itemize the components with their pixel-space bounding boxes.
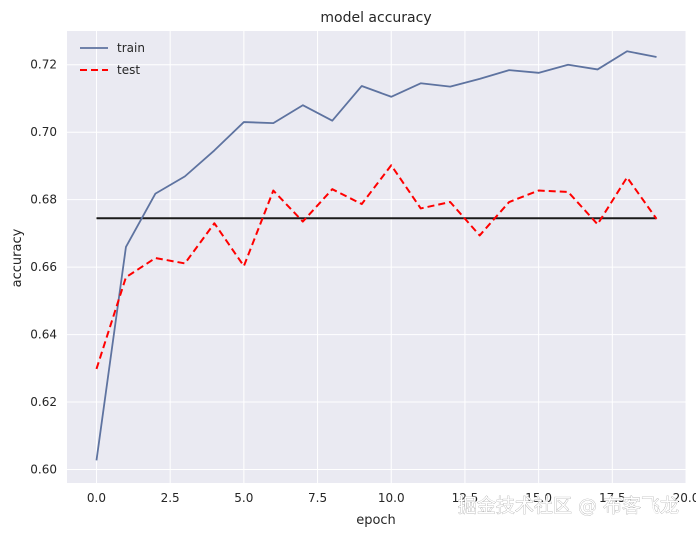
y-tick-label: 0.62 [30,395,57,409]
x-tick-label: 0.0 [87,491,106,505]
y-tick-label: 0.72 [30,58,57,72]
x-tick-label: 10.0 [378,491,405,505]
y-tick-labels: 0.60 0.62 0.64 0.66 0.68 0.70 0.72 [30,58,57,477]
x-axis-title: epoch [356,513,396,528]
series-line-train [95,50,657,461]
grid-lines [67,31,687,483]
x-tick-label: 12.5 [452,491,479,505]
y-tick-label: 0.68 [30,193,57,207]
x-tick-label: 2.5 [161,491,180,505]
y-tick-label: 0.64 [30,328,57,342]
series-lines [95,50,658,461]
y-axis-title: accuracy [10,228,25,287]
legend-label-test: test [117,63,140,77]
x-tick-label: 7.5 [308,491,327,505]
x-tick-label: 17.5 [599,491,626,505]
watermark-text: 掘金技术社区 @ 布客飞龙 [458,495,679,517]
x-tick-labels: 0.0 2.5 5.0 7.5 10.0 12.5 15.0 17.5 20.0 [87,491,696,505]
x-tick-label: 20.0 [673,491,696,505]
y-tick-label: 0.66 [30,260,57,274]
plot-background [67,31,686,483]
x-tick-label: 5.0 [234,491,253,505]
series-line-test [95,164,658,370]
y-tick-label: 0.70 [30,125,57,139]
chart-title: model accuracy [320,10,431,26]
y-tick-label: 0.60 [30,463,57,477]
legend: train test [80,41,145,77]
legend-label-train: train [117,41,145,55]
x-tick-label: 15.0 [525,491,552,505]
